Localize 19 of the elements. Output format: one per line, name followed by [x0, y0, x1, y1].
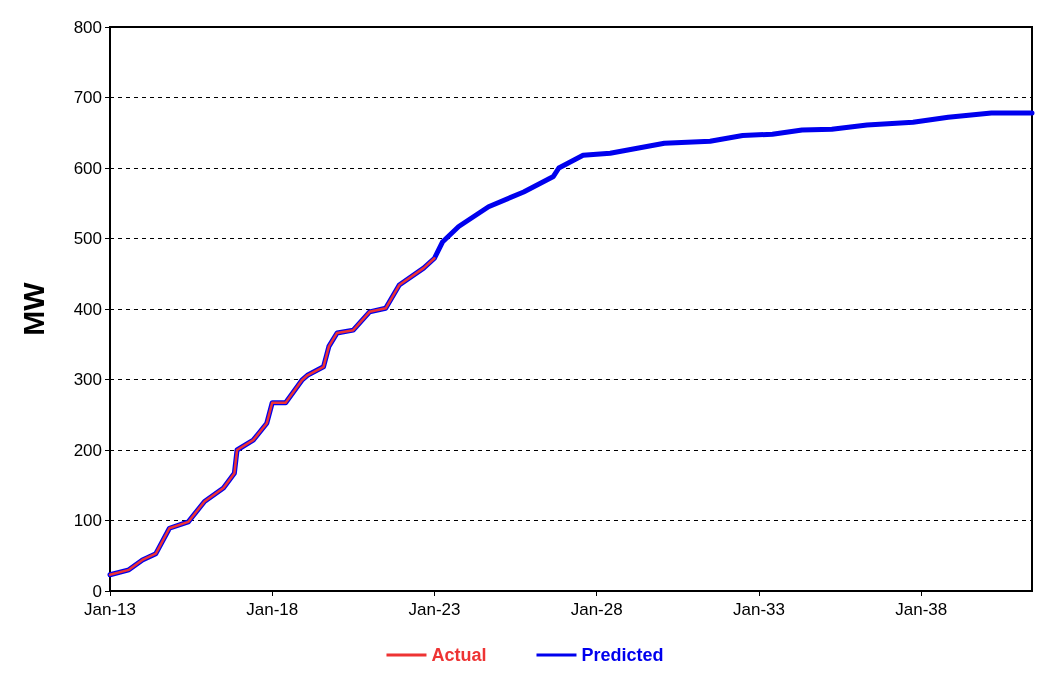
legend-label: Actual [431, 645, 487, 665]
y-tick-label: 700 [73, 88, 102, 107]
x-tick-label: Jan-33 [733, 600, 785, 619]
legend-label: Predicted [581, 645, 664, 665]
y-tick-label: 200 [73, 440, 102, 460]
x-tick-label: Jan-28 [570, 600, 623, 619]
x-tick-label: Jan-23 [408, 600, 461, 619]
y-tick-label: 500 [73, 229, 102, 248]
y-tick-label: 0 [92, 581, 102, 601]
y-tick-label: 600 [73, 158, 102, 178]
y-tick-label: 300 [73, 370, 102, 389]
y-tick-label: 800 [73, 17, 102, 37]
y-tick-label: 400 [73, 299, 102, 319]
y-axis-title: MW [16, 281, 50, 336]
x-tick-label: Jan-13 [84, 600, 136, 619]
x-tick-label: Jan-38 [895, 600, 948, 619]
y-tick-label: 100 [73, 511, 102, 530]
line-series [108, 256, 436, 577]
x-tick-label: Jan-18 [246, 600, 299, 619]
